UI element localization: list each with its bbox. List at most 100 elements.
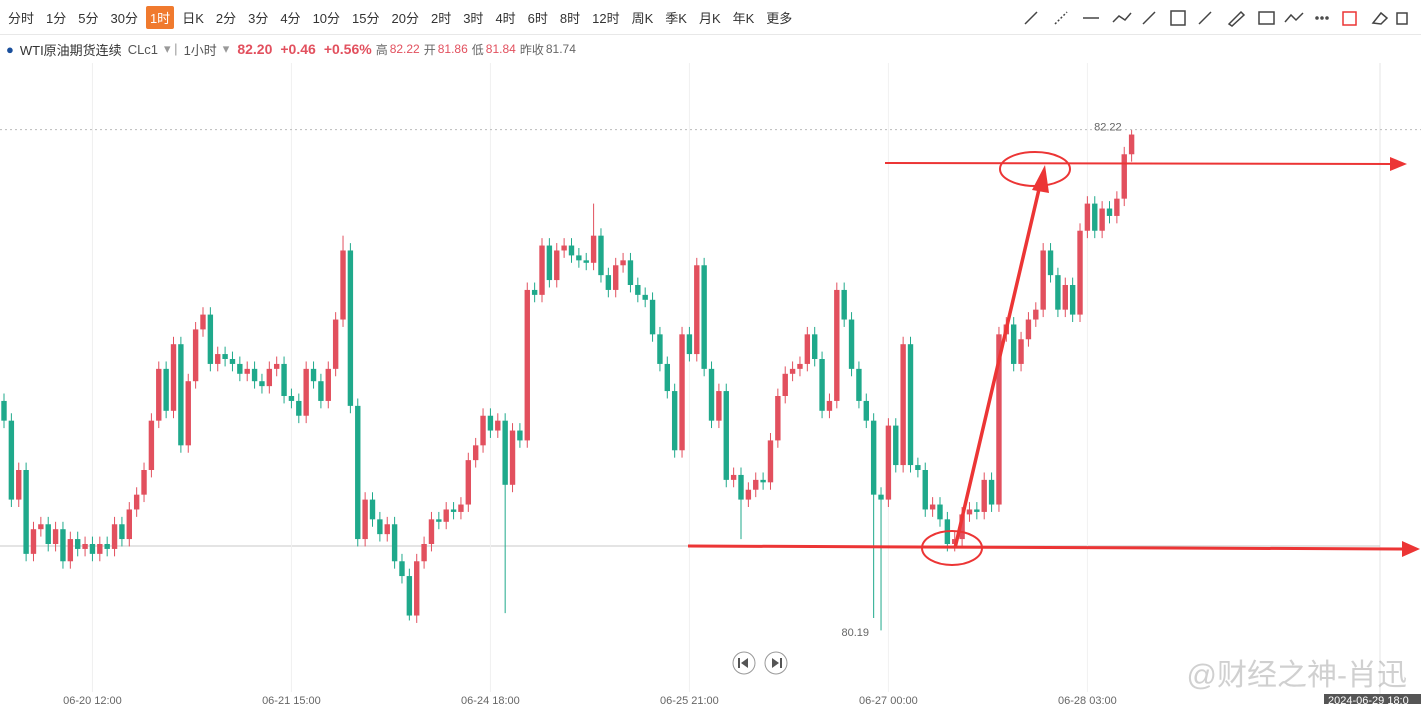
candle-body [480,415,486,446]
icon [1227,10,1246,27]
candle-body [598,235,604,276]
candle-body [472,445,479,461]
candle-body [627,260,634,285]
period-tab[interactable]: 8时 [559,10,581,26]
period-tab[interactable]: 3时 [463,10,484,26]
icon [1315,16,1319,20]
candle-body [561,245,567,251]
candle-body [878,494,884,500]
x-tick-label: 06-20 12:00 [63,695,122,704]
candle-body [251,368,258,382]
icon [1170,10,1186,26]
candle-body [303,368,309,416]
candle-body [75,539,81,549]
period-tab[interactable]: 月K [698,10,721,26]
candle-body [524,289,530,441]
period-tab[interactable]: 5分 [78,10,99,26]
toolbar: 分时 1分 5分 30分 1时 日K 2分 3分 4分 10分 15分 20分 2时 3时 4时 6时 8时 12… [0,0,1421,35]
time-box [1324,694,1421,704]
period-tab[interactable]: 分时 [8,10,35,26]
candle-body [922,470,928,510]
icon [1142,11,1156,25]
candle-body [273,363,280,369]
period-tab[interactable]: 年K [732,10,755,26]
candle-body [1114,198,1120,216]
period-tab[interactable]: 12时 [592,10,620,26]
arrow-line [687,544,1406,551]
low-label: 80.19 [841,627,869,639]
candle-body [907,344,914,466]
candle-body [929,504,936,510]
period-tab[interactable]: 4分 [280,10,301,26]
candle-body [200,314,206,330]
period-tab[interactable]: 2分 [215,10,237,26]
candle-body [8,420,15,500]
period-tab[interactable]: 1时 [145,5,175,29]
candle-body [605,275,612,290]
period-tab[interactable]: 20分 [391,10,419,26]
label: 昨收 [519,42,544,57]
period-tab[interactable]: 2时 [430,10,452,26]
arrowhead [1032,165,1049,193]
period-tab[interactable]: 更多 [766,10,793,26]
info-row: ● WTI原油期货连续 CLc1 ▾ | 1小时 ▾ 82.20 +0.46 +… [0,36,1421,62]
candle-body [1106,208,1113,216]
candle-body [649,299,656,335]
period-tab[interactable]: 30分 [110,10,138,26]
icon [1320,16,1324,20]
period-tab[interactable]: 季K [665,10,687,26]
candle-body [355,405,361,540]
candle-body [310,368,317,382]
candle-body [163,368,169,411]
candle-body [517,430,523,441]
candle-body [133,494,140,510]
candle-body [826,400,833,411]
period[interactable]: 1小时 [183,42,217,58]
candle-body [642,294,648,300]
candle-body [495,420,501,431]
prev-icon [738,658,740,668]
period-tab[interactable]: 周K [631,10,654,26]
candle-body [767,440,774,483]
candle-body [1121,154,1127,199]
x-tick-label: 06-21 15:00 [262,695,321,704]
period-tab[interactable]: 日K [182,10,204,26]
candle-body [126,509,132,540]
last-price: 82.20 [237,41,273,57]
candle-body [222,354,228,359]
period-tab[interactable]: 4时 [495,10,516,26]
candle-body [509,430,516,485]
prev-icon [741,658,748,668]
label: 低 [471,42,484,57]
candle-body [753,479,759,490]
candle-body [170,344,177,411]
candle-body [325,368,331,401]
x-tick-label: 06-25 21:00 [660,695,719,704]
period-tab[interactable]: 10分 [312,10,341,26]
tool-icons [1024,10,1408,27]
next-icon [772,658,779,668]
period-tab[interactable]: 3分 [248,10,269,26]
high-label: 82.22 [1094,122,1122,134]
candle-body [1010,324,1017,364]
candle-body [657,334,663,364]
x-tick-label: 06-28 03:00 [1058,695,1117,704]
candles [0,63,1421,692]
sep: ▾ | [164,41,178,56]
x-tick-label: 06-24 18:00 [461,695,520,704]
candle-body [900,344,906,466]
candle-body [97,544,103,554]
candle-body [789,368,796,374]
period-tab[interactable]: 6时 [527,10,548,26]
candle-body [244,368,250,374]
icon [1198,11,1212,25]
period-tab[interactable]: 15分 [352,10,380,26]
candle-body [745,489,752,500]
nav-buttons[interactable] [732,651,788,675]
code: CLc1 [127,41,159,57]
candle-body [716,391,722,421]
candle-body [804,334,811,364]
period-tab[interactable]: 1分 [46,10,67,26]
